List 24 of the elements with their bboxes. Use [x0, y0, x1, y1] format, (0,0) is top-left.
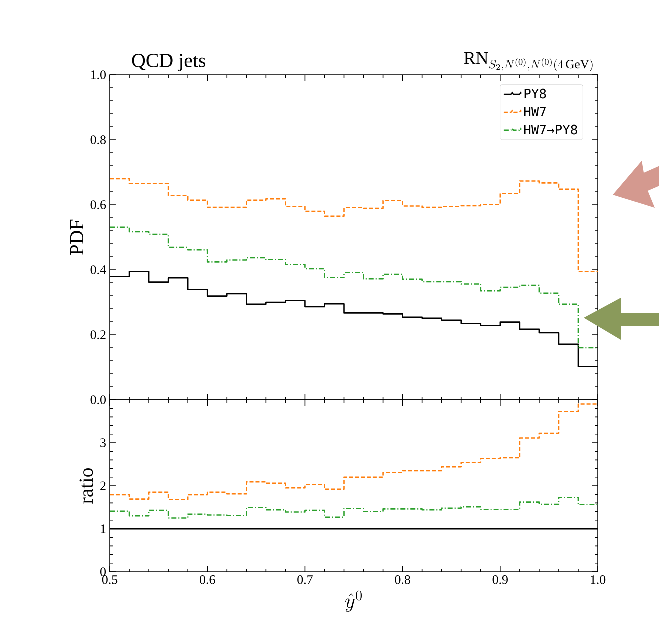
- y-tick-label: 0.2: [90, 330, 106, 340]
- legend-label: PY8: [524, 88, 546, 99]
- x-tick-label: 0.5: [102, 576, 118, 584]
- chart-subtitle: $\mathrm{RN}_{S_2,N^{(0)},N^{(0)}(4\,\mathrm{GeV})}$: [464, 52, 593, 72]
- y-tick-label: 3: [100, 438, 106, 448]
- y-tick-label: 0: [100, 568, 106, 576]
- y-tick-label: 0.6: [90, 200, 106, 210]
- x-tick-label: 0.6: [200, 576, 216, 584]
- x-axis-title: $\hat{y}^0$: [346, 590, 362, 612]
- y-tick-label: 1: [101, 524, 106, 534]
- y-axis-title: ratio: [80, 468, 94, 504]
- y-tick-label: 2: [100, 482, 106, 490]
- x-tick-label: 1.0: [591, 576, 606, 584]
- y-tick-label: 1.0: [91, 70, 106, 80]
- x-tick-label: 0.8: [395, 576, 410, 584]
- legend-label: HW7: [524, 107, 546, 116]
- legend-label: HW7→PY8: [524, 124, 578, 135]
- y-tick-label: 0.0: [90, 396, 106, 404]
- y-tick-label: 0.8: [90, 136, 106, 144]
- x-tick-label: 0.9: [492, 576, 508, 584]
- y-axis-title: PDF: [70, 220, 84, 256]
- chart-title: QCD jets: [132, 54, 206, 72]
- x-tick-label: 0.7: [298, 576, 313, 584]
- y-tick-label: 0.4: [90, 266, 106, 274]
